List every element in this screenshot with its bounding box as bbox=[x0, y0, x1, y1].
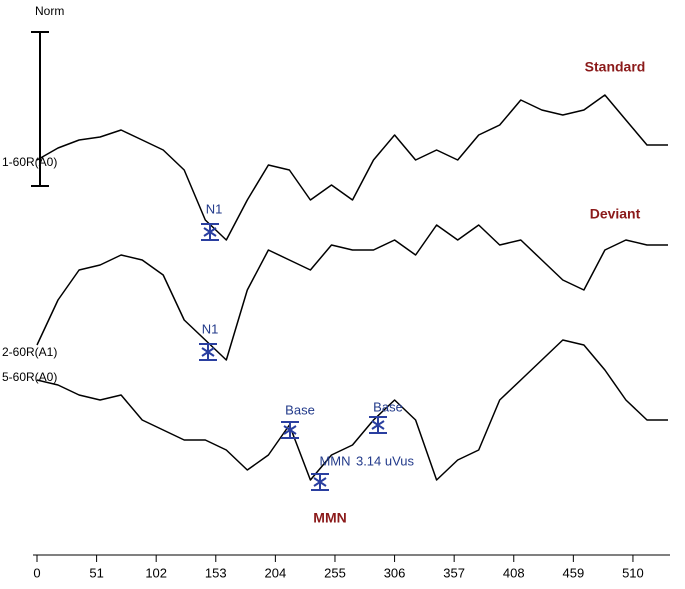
annotation: N1 bbox=[206, 201, 223, 216]
x-tick-label: 51 bbox=[89, 565, 103, 580]
x-tick-label: 306 bbox=[384, 565, 406, 580]
x-tick-label: 510 bbox=[622, 565, 644, 580]
annotation: N1 bbox=[202, 321, 219, 336]
channel-label: 5-60R(A0) bbox=[2, 370, 57, 384]
x-tick-label: 255 bbox=[324, 565, 346, 580]
cursor-marker bbox=[201, 223, 219, 241]
annotation: Base bbox=[285, 402, 315, 417]
x-tick-label: 153 bbox=[205, 565, 227, 580]
x-tick-label: 0 bbox=[33, 565, 40, 580]
trace-name: Standard bbox=[585, 59, 646, 75]
x-tick-label: 102 bbox=[145, 565, 167, 580]
x-tick-label: 357 bbox=[443, 565, 465, 580]
cursor-marker bbox=[369, 416, 387, 434]
annotation: MMN bbox=[319, 453, 350, 468]
x-tick-label: 459 bbox=[562, 565, 584, 580]
cursor-marker bbox=[311, 473, 329, 491]
trace bbox=[36, 94, 668, 241]
x-tick-label: 204 bbox=[265, 565, 287, 580]
x-tick-label: 408 bbox=[503, 565, 525, 580]
trace bbox=[36, 224, 668, 361]
annotation: 3.14 uVus bbox=[356, 453, 415, 468]
channel-label: 1-60R(A0) bbox=[2, 155, 57, 169]
annotation: Base bbox=[373, 399, 403, 414]
cursor-marker bbox=[281, 421, 299, 439]
trace-name: MMN bbox=[313, 510, 346, 526]
trace bbox=[36, 339, 668, 481]
scale-label: Norm bbox=[35, 4, 64, 18]
trace-name: Deviant bbox=[590, 206, 641, 222]
cursor-marker bbox=[199, 343, 217, 361]
channel-label: 2-60R(A1) bbox=[2, 345, 57, 359]
